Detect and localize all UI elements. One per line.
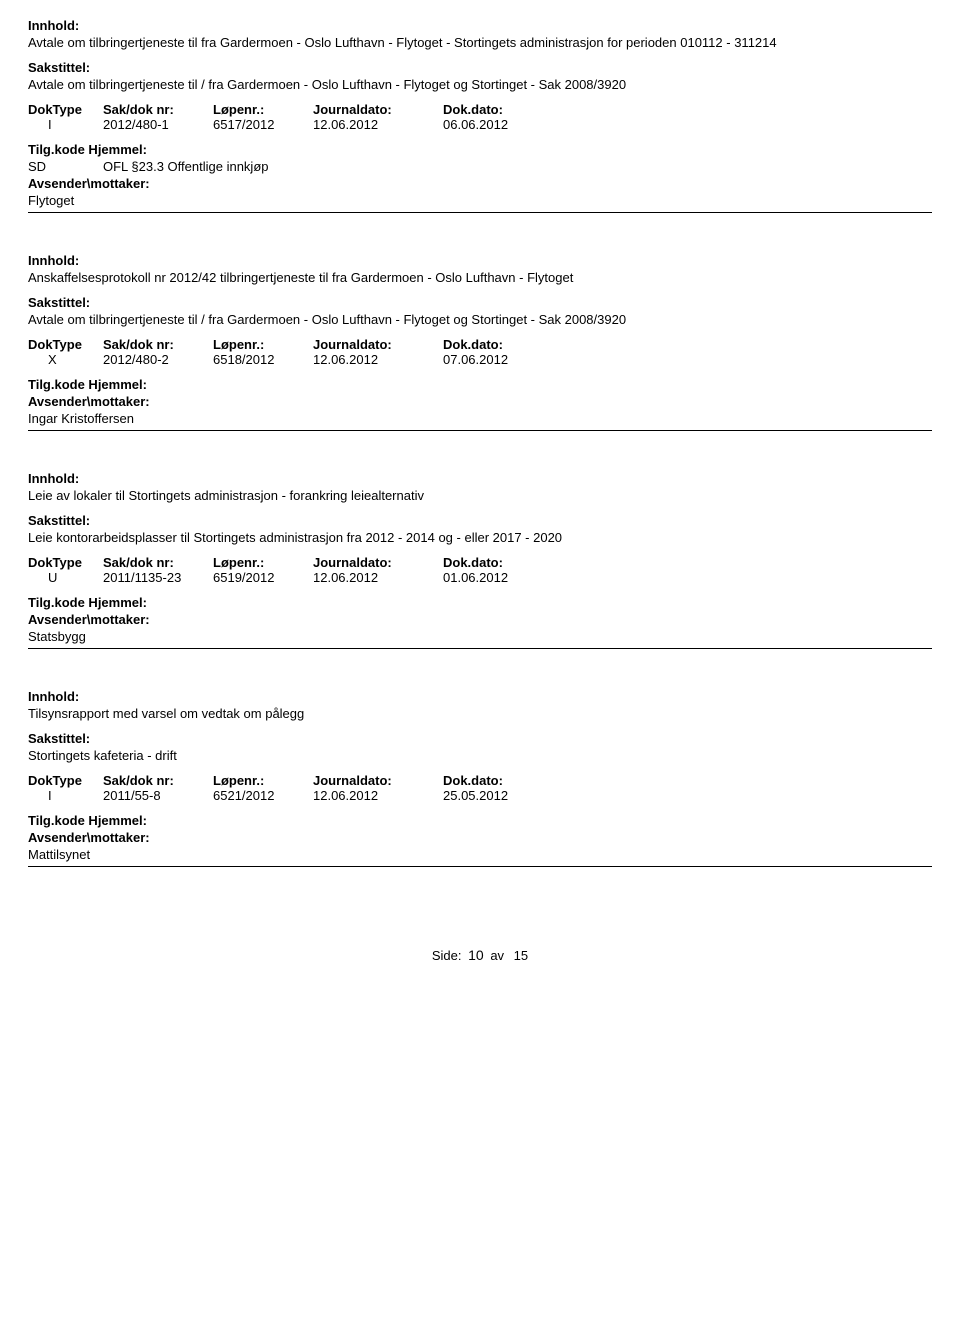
footer-side-label: Side:	[432, 948, 462, 963]
entry-separator	[28, 212, 932, 213]
header-sakdoknr: Sak/dok nr:	[103, 102, 213, 117]
header-lopenr: Løpenr.:	[213, 555, 313, 570]
tilgkode-hjemmel-label: Tilg.kode Hjemmel:	[28, 377, 932, 392]
header-doktype: DokType	[28, 773, 103, 788]
header-lopenr: Løpenr.:	[213, 773, 313, 788]
avsender-label: Avsender\mottaker:	[28, 830, 932, 845]
innhold-value: Leie av lokaler til Stortingets administ…	[28, 488, 932, 503]
value-journaldato: 12.06.2012	[313, 788, 443, 803]
sakstittel-value: Stortingets kafeteria - drift	[28, 748, 932, 763]
header-dokdato: Dok.dato:	[443, 555, 563, 570]
innhold-label: Innhold:	[28, 18, 932, 33]
tilgkode-hjemmel-label: Tilg.kode Hjemmel:	[28, 813, 932, 828]
header-doktype: DokType	[28, 102, 103, 117]
innhold-label: Innhold:	[28, 689, 932, 704]
innhold-value: Tilsynsrapport med varsel om vedtak om p…	[28, 706, 932, 721]
innhold-label: Innhold:	[28, 253, 932, 268]
avsender-label: Avsender\mottaker:	[28, 612, 932, 627]
value-doktype: I	[28, 788, 103, 803]
journal-entry: Innhold: Anskaffelsesprotokoll nr 2012/4…	[28, 253, 932, 431]
value-lopenr: 6519/2012	[213, 570, 313, 585]
columns-values: I 2012/480-1 6517/2012 12.06.2012 06.06.…	[28, 117, 932, 132]
entry-separator	[28, 866, 932, 867]
sakstittel-value: Leie kontorarbeidsplasser til Stortinget…	[28, 530, 932, 545]
tilgkode-hjemmel-label: Tilg.kode Hjemmel:	[28, 142, 932, 157]
columns-values: I 2011/55-8 6521/2012 12.06.2012 25.05.2…	[28, 788, 932, 803]
value-dokdato: 01.06.2012	[443, 570, 563, 585]
journal-entry: Innhold: Avtale om tilbringertjeneste ti…	[28, 18, 932, 213]
footer-of-label: av	[490, 948, 504, 963]
header-journaldato: Journaldato:	[313, 102, 443, 117]
value-doktype: X	[28, 352, 103, 367]
value-sakdoknr: 2012/480-1	[103, 117, 213, 132]
journal-entry: Innhold: Leie av lokaler til Stortingets…	[28, 471, 932, 649]
header-sakdoknr: Sak/dok nr:	[103, 337, 213, 352]
header-lopenr: Løpenr.:	[213, 337, 313, 352]
avsender-value: Statsbygg	[28, 629, 932, 644]
value-sakdoknr: 2012/480-2	[103, 352, 213, 367]
footer-page-number: 10	[468, 947, 484, 963]
innhold-value: Avtale om tilbringertjeneste til fra Gar…	[28, 35, 932, 50]
entry-separator	[28, 430, 932, 431]
hjemmel-row: SD OFL §23.3 Offentlige innkjøp	[28, 159, 932, 174]
sakstittel-value: Avtale om tilbringertjeneste til / fra G…	[28, 77, 932, 92]
value-journaldato: 12.06.2012	[313, 117, 443, 132]
header-journaldato: Journaldato:	[313, 337, 443, 352]
header-doktype: DokType	[28, 337, 103, 352]
avsender-label: Avsender\mottaker:	[28, 394, 932, 409]
value-journaldato: 12.06.2012	[313, 570, 443, 585]
value-doktype: U	[28, 570, 103, 585]
innhold-value: Anskaffelsesprotokoll nr 2012/42 tilbrin…	[28, 270, 932, 285]
value-doktype: I	[28, 117, 103, 132]
header-dokdato: Dok.dato:	[443, 102, 563, 117]
avsender-value: Mattilsynet	[28, 847, 932, 862]
hjemmel-code: SD	[28, 159, 103, 174]
footer-total-pages: 15	[514, 948, 528, 963]
journal-entry: Innhold: Tilsynsrapport med varsel om ve…	[28, 689, 932, 867]
columns-header: DokType Sak/dok nr: Løpenr.: Journaldato…	[28, 555, 932, 570]
value-sakdoknr: 2011/1135-23	[103, 570, 213, 585]
avsender-label: Avsender\mottaker:	[28, 176, 932, 191]
sakstittel-label: Sakstittel:	[28, 295, 932, 310]
sakstittel-value: Avtale om tilbringertjeneste til / fra G…	[28, 312, 932, 327]
header-journaldato: Journaldato:	[313, 555, 443, 570]
columns-header: DokType Sak/dok nr: Løpenr.: Journaldato…	[28, 773, 932, 788]
sakstittel-label: Sakstittel:	[28, 731, 932, 746]
columns-header: DokType Sak/dok nr: Løpenr.: Journaldato…	[28, 102, 932, 117]
innhold-label: Innhold:	[28, 471, 932, 486]
avsender-value: Ingar Kristoffersen	[28, 411, 932, 426]
value-lopenr: 6517/2012	[213, 117, 313, 132]
avsender-value: Flytoget	[28, 193, 932, 208]
value-dokdato: 25.05.2012	[443, 788, 563, 803]
header-doktype: DokType	[28, 555, 103, 570]
value-journaldato: 12.06.2012	[313, 352, 443, 367]
hjemmel-text: OFL §23.3 Offentlige innkjøp	[103, 159, 268, 174]
value-sakdoknr: 2011/55-8	[103, 788, 213, 803]
header-lopenr: Løpenr.:	[213, 102, 313, 117]
tilgkode-hjemmel-label: Tilg.kode Hjemmel:	[28, 595, 932, 610]
value-dokdato: 06.06.2012	[443, 117, 563, 132]
columns-values: X 2012/480-2 6518/2012 12.06.2012 07.06.…	[28, 352, 932, 367]
value-dokdato: 07.06.2012	[443, 352, 563, 367]
sakstittel-label: Sakstittel:	[28, 60, 932, 75]
sakstittel-label: Sakstittel:	[28, 513, 932, 528]
header-dokdato: Dok.dato:	[443, 337, 563, 352]
header-dokdato: Dok.dato:	[443, 773, 563, 788]
columns-header: DokType Sak/dok nr: Løpenr.: Journaldato…	[28, 337, 932, 352]
columns-values: U 2011/1135-23 6519/2012 12.06.2012 01.0…	[28, 570, 932, 585]
value-lopenr: 6521/2012	[213, 788, 313, 803]
header-journaldato: Journaldato:	[313, 773, 443, 788]
value-lopenr: 6518/2012	[213, 352, 313, 367]
header-sakdoknr: Sak/dok nr:	[103, 773, 213, 788]
header-sakdoknr: Sak/dok nr:	[103, 555, 213, 570]
entry-separator	[28, 648, 932, 649]
page-footer: Side: 10 av 15	[28, 947, 932, 963]
